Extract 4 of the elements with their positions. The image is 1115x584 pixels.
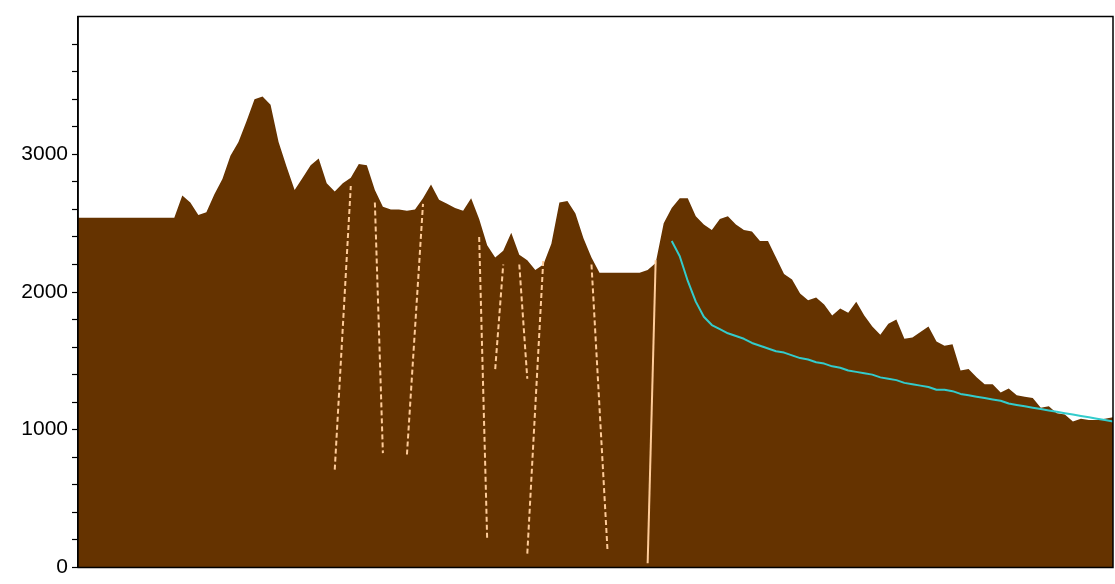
y-tick-label: 2000: [21, 278, 68, 302]
y-tick-label: 0: [56, 554, 68, 578]
y-tick-label: 3000: [21, 141, 68, 165]
y-tick-label: 1000: [21, 416, 68, 440]
